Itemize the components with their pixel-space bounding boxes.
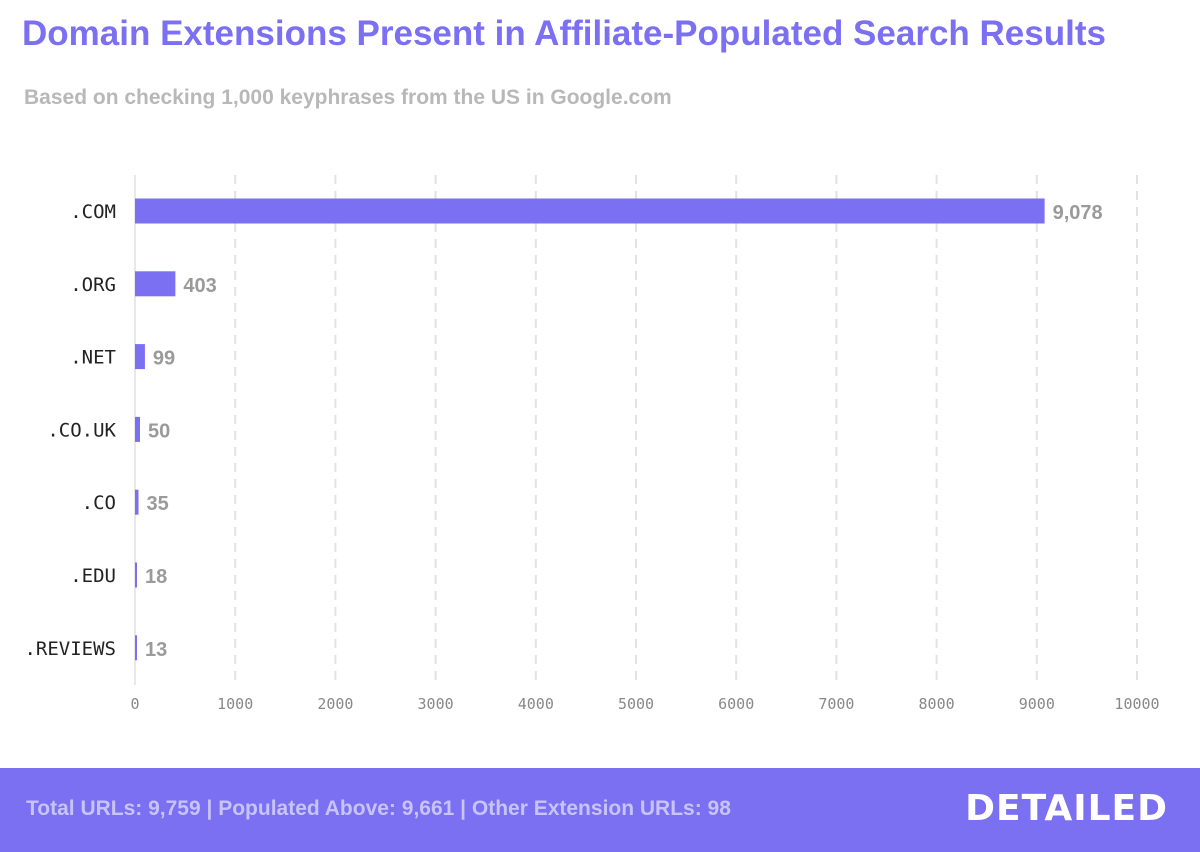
x-tick-label: 6000 [718,695,754,713]
bar [135,198,1045,224]
chart-subtitle: Based on checking 1,000 keyphrases from … [24,86,672,109]
value-label: 35 [147,493,169,515]
x-tick-label: 9000 [1019,695,1055,713]
value-label: 50 [148,420,170,442]
category-label: .COM [70,201,116,223]
x-tick-label: 10000 [1114,695,1159,713]
value-label: 99 [153,348,175,370]
brand-logo: DETAILED [965,788,1168,829]
x-tick-label: 4000 [518,695,554,713]
value-label: 18 [145,566,167,588]
x-tick-label: 5000 [618,695,654,713]
bar [135,489,139,515]
x-tick-label: 8000 [919,695,955,713]
value-label: 403 [183,275,216,297]
x-tick-label: 0 [130,695,139,713]
x-tick-label: 3000 [418,695,454,713]
value-label: 13 [145,639,167,661]
category-label: .NET [70,347,116,369]
category-label: .ORG [70,274,116,296]
value-label: 9,078 [1053,202,1103,224]
bar [135,416,141,442]
x-tick-label: 1000 [217,695,253,713]
x-tick-label: 7000 [818,695,854,713]
bar [135,635,137,661]
footer-banner: Total URLs: 9,759 | Populated Above: 9,6… [0,768,1200,852]
category-label: .EDU [70,565,116,587]
category-label: .CO.UK [47,419,116,441]
x-tick-label: 2000 [317,695,353,713]
footer-summary: Total URLs: 9,759 | Populated Above: 9,6… [26,797,731,820]
chart-title: Domain Extensions Present in Affiliate-P… [22,14,1106,53]
category-label: .CO [82,492,116,514]
bar [135,271,176,297]
bar [135,344,145,370]
category-label: .REVIEWS [24,638,116,660]
bar-chart: 0 1000 2000 3000 4000 5000 6000 7000 8000 9000 100… [24,175,1160,713]
bar [135,562,137,588]
